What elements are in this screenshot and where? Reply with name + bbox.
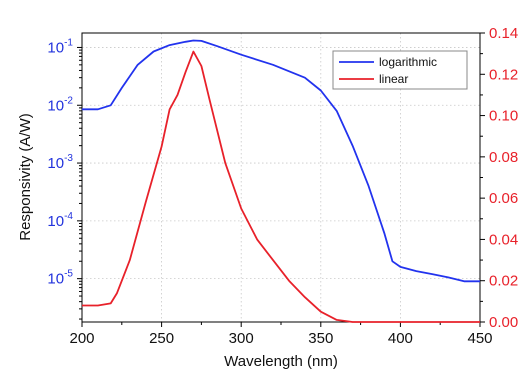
y-right-tick-label: 0.00 [489, 314, 518, 331]
legend-box [332, 50, 468, 90]
x-tick-label: 300 [229, 330, 254, 347]
x-tick-label: 250 [149, 330, 174, 347]
y-right-tick-label: 0.02 [489, 273, 518, 290]
y-left-tick-label: 10-3 [47, 153, 73, 172]
y-right-tick-label: 0.14 [489, 25, 518, 42]
legend: logarithmic linear [332, 50, 468, 90]
series-line-linear [82, 50, 480, 323]
series-layer [82, 39, 480, 323]
x-tick-label: 450 [467, 330, 492, 347]
y-right-tick-label: 0.08 [489, 149, 518, 166]
series-line-logarithmic [82, 39, 480, 283]
legend-label-logarithmic: logarithmic [379, 55, 437, 69]
x-tick-label: 350 [308, 330, 333, 347]
tick-labels: 200 250 300 350 400 450 10-5 10-4 10-3 10-2 10-1 0.… [47, 25, 518, 347]
y-right-tick-label: 0.04 [489, 231, 518, 248]
x-tick-label: 200 [69, 330, 94, 347]
y-left-tick-label: 10-4 [47, 211, 73, 230]
legend-label-linear: linear [379, 72, 408, 86]
y-right-tick-label: 0.06 [489, 190, 518, 207]
x-tick-label: 400 [388, 330, 413, 347]
y-left-tick-label: 10-1 [47, 37, 73, 56]
y-axis-label-left: Responsivity (A/W) [17, 113, 34, 241]
y-left-tick-label: 10-2 [47, 95, 73, 114]
y-right-tick-label: 0.12 [489, 66, 518, 83]
y-right-tick-label: 0.10 [489, 108, 518, 125]
x-axis-label: Wavelength (nm) [224, 353, 338, 370]
y-left-tick-label: 10-5 [47, 269, 73, 288]
